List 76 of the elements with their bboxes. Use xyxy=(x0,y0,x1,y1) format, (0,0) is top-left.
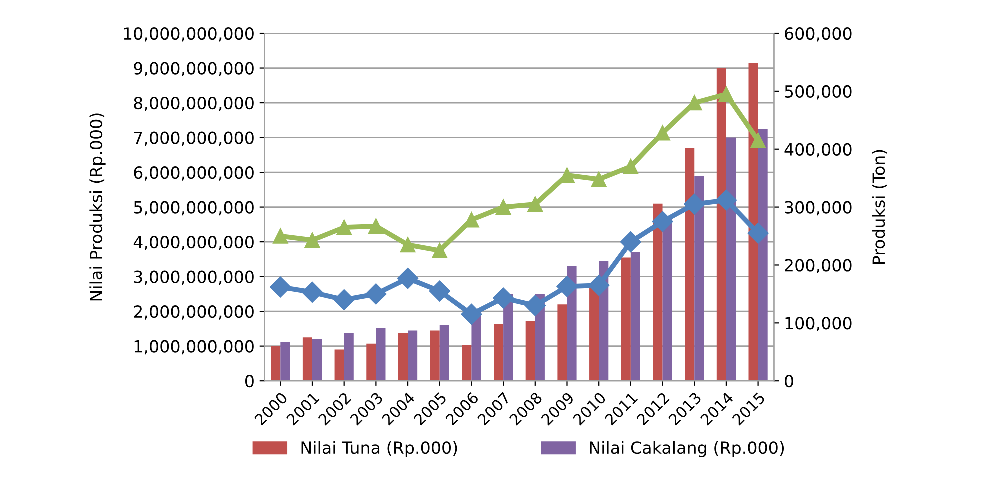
bar xyxy=(716,68,726,382)
point xyxy=(591,172,607,188)
point xyxy=(528,196,544,212)
point xyxy=(750,133,766,148)
point xyxy=(748,222,769,244)
bar xyxy=(630,252,640,382)
y2-tick-label: 200,000 xyxy=(785,259,852,274)
point xyxy=(400,237,416,253)
bar xyxy=(312,339,322,382)
bar xyxy=(662,219,672,382)
point xyxy=(623,159,639,174)
legend-label: Nilai Cakalang (Rp.000) xyxy=(590,441,784,458)
bar xyxy=(408,330,418,382)
y2-tick-label: 300,000 xyxy=(785,201,852,216)
bar xyxy=(726,138,736,382)
bar xyxy=(334,350,344,382)
point xyxy=(524,295,546,316)
point xyxy=(684,194,706,215)
point xyxy=(302,282,324,303)
point xyxy=(334,289,355,311)
y2-tick-label: 400,000 xyxy=(784,143,852,158)
y-tick-label: 6,000,000,000 xyxy=(134,166,254,181)
point xyxy=(652,211,674,232)
y-axis-title: Nilai Produksi (Rp.000) xyxy=(90,114,106,301)
point xyxy=(461,304,482,325)
bar xyxy=(440,325,450,382)
bar xyxy=(366,344,376,382)
y2-tick-label: 0 xyxy=(785,375,794,388)
bar xyxy=(462,345,472,382)
y2-tick-label: 500,000 xyxy=(785,85,852,100)
point xyxy=(556,276,578,298)
bar xyxy=(694,176,704,382)
bar xyxy=(271,346,281,382)
bar xyxy=(526,321,536,382)
y-tick-label: 1,000,000,000 xyxy=(134,340,254,355)
y-tick-label: 0 xyxy=(246,375,254,388)
bar xyxy=(758,129,768,382)
legend-label: Nilai Tuna (Rp.000) xyxy=(302,441,458,458)
point xyxy=(655,126,670,141)
y2-axis-title: Produksi (Ton) xyxy=(872,150,888,264)
bar xyxy=(398,333,408,382)
bar xyxy=(621,258,631,382)
y-tick-label: 10,000,000,000 xyxy=(124,27,254,42)
y-tick-label: 5,000,000,000 xyxy=(134,201,254,216)
bar xyxy=(430,330,440,382)
point xyxy=(493,288,514,309)
bar xyxy=(302,338,312,382)
y2-tick-label: 100,000 xyxy=(786,317,852,332)
point xyxy=(716,190,737,211)
y-tick-label: 3,000,000,000 xyxy=(134,270,254,286)
bar xyxy=(558,304,568,382)
bar xyxy=(685,148,695,382)
y2-tick-label: 600,000 xyxy=(785,27,852,42)
y-tick-label: 4,000,000,000 xyxy=(134,236,254,250)
point xyxy=(366,284,387,305)
point xyxy=(336,220,352,236)
bar xyxy=(494,324,504,382)
y-tick-label: 2,000,000,000 xyxy=(134,306,254,320)
point xyxy=(718,86,734,102)
bar xyxy=(376,328,386,382)
bar xyxy=(280,342,290,382)
point xyxy=(588,274,610,296)
bar xyxy=(653,204,663,382)
point xyxy=(398,268,419,290)
point xyxy=(496,200,512,215)
point xyxy=(368,218,384,234)
point xyxy=(432,243,448,258)
point xyxy=(273,228,288,244)
point xyxy=(270,276,292,298)
y-tick-label: 7,000,000,000 xyxy=(134,132,254,146)
y-tick-label: 9,000,000,000 xyxy=(134,62,254,77)
point xyxy=(429,280,450,302)
y-tick-label: 8,000,000,000 xyxy=(134,97,254,112)
point xyxy=(620,232,642,253)
point xyxy=(304,232,320,248)
bar xyxy=(344,333,354,382)
